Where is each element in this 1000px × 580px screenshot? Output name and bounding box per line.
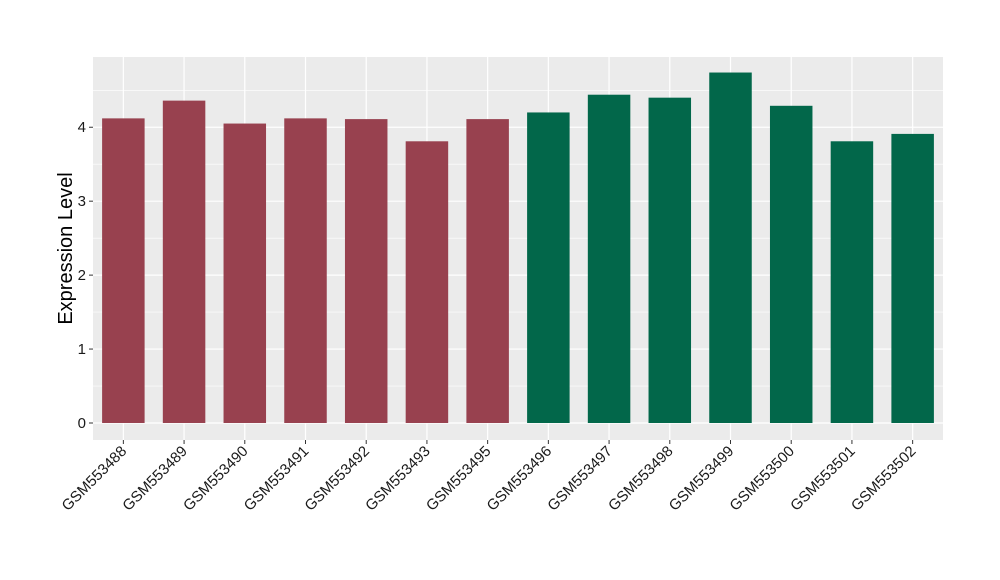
bar-GSM553498 (648, 97, 692, 423)
bar-GSM553502 (891, 133, 934, 423)
y-tick-label: 4 (78, 119, 86, 136)
bar-GSM553488 (102, 118, 145, 423)
bar-GSM553491 (284, 118, 327, 423)
bar-GSM553490 (223, 123, 267, 423)
plot-panel (93, 57, 943, 440)
bar-GSM553492 (344, 119, 388, 423)
x-tick-label: GSM553502 (848, 443, 920, 515)
bar-GSM553499 (709, 72, 752, 423)
y-axis-title: Expression Level (55, 172, 77, 324)
y-tick-label: 3 (78, 193, 86, 210)
y-axis: 0 1 2 3 4 (78, 119, 93, 432)
bars-group (102, 72, 934, 423)
bar-GSM553496 (527, 112, 570, 423)
bar-GSM553493 (405, 141, 449, 423)
y-tick-label: 2 (78, 267, 86, 284)
bar-GSM553501 (830, 141, 874, 423)
y-tick-label: 1 (78, 341, 86, 358)
y-tick-label: 0 (78, 415, 86, 432)
bar-GSM553495 (466, 119, 509, 423)
bar-GSM553497 (587, 94, 631, 423)
bar-GSM553500 (769, 105, 813, 423)
x-axis: GSM553488GSM553489GSM553490GSM553491GSM5… (59, 440, 920, 515)
bar-GSM553489 (162, 100, 206, 423)
